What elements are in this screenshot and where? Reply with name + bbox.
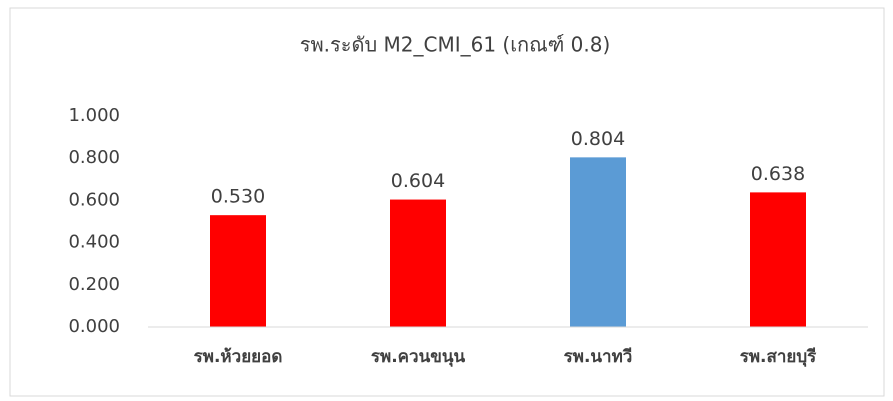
- x-tick-label: รพ.สายบุรี: [740, 346, 817, 367]
- bar: [570, 157, 626, 327]
- data-label: 0.530: [211, 186, 265, 208]
- bar: [210, 215, 266, 327]
- y-tick-label: 1.000: [68, 105, 120, 126]
- y-tick-label: 0.600: [68, 189, 120, 210]
- x-tick-label: รพ.ห้วยยอด: [194, 347, 283, 367]
- x-tick-label: รพ.ควนขนุน: [371, 347, 466, 367]
- y-tick-label: 0.800: [68, 147, 120, 168]
- chart-title: รพ.ระดับ M2_CMI_61 (เกณฑ์ 0.8): [300, 33, 611, 57]
- chart-border: [9, 7, 885, 397]
- y-tick-label: 0.000: [68, 316, 120, 337]
- data-label: 0.604: [391, 170, 445, 192]
- data-label: 0.638: [751, 163, 805, 185]
- bar: [390, 199, 446, 327]
- x-tick-label: รพ.นาทวี: [564, 346, 633, 367]
- y-tick-label: 0.400: [68, 232, 120, 253]
- y-tick-label: 0.200: [68, 274, 120, 295]
- data-label: 0.804: [571, 128, 625, 150]
- bar: [750, 192, 806, 327]
